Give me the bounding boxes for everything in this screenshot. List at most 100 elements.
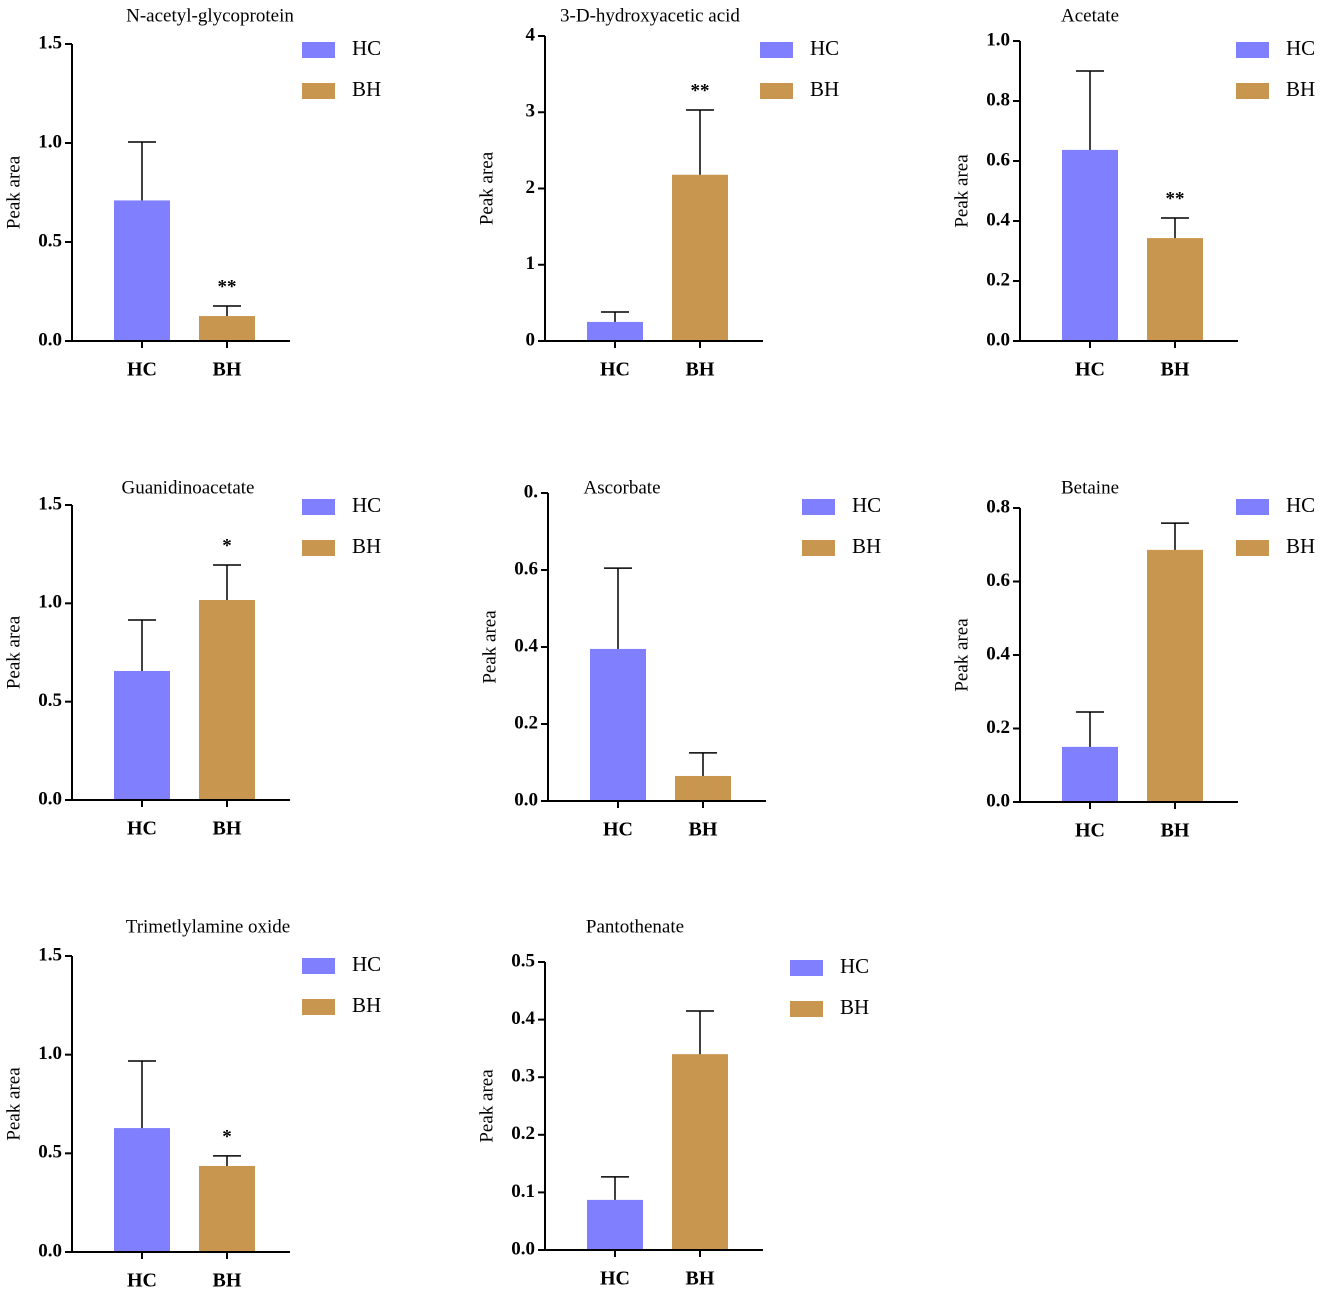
legend-label: HC xyxy=(810,36,839,60)
y-tick-label: 1 xyxy=(526,253,536,274)
y-tick-label: 0.6 xyxy=(986,149,1010,170)
significance: ** xyxy=(218,276,237,297)
legend-swatch xyxy=(760,42,793,58)
chart-title: Trimetlylamine oxide xyxy=(126,916,290,937)
x-tick-label: BH xyxy=(213,1270,242,1292)
chart-title: Guanidinoacetate xyxy=(122,477,255,498)
y-axis-label: Peak area xyxy=(476,1069,497,1143)
y-tick-label: 0.2 xyxy=(986,717,1010,738)
bar xyxy=(587,1199,643,1250)
significance: ** xyxy=(1166,188,1185,209)
legend-swatch xyxy=(802,540,835,556)
legend-label: HC xyxy=(352,493,381,517)
legend-label: HC xyxy=(852,493,881,517)
y-tick-label: 0 xyxy=(526,329,536,350)
y-tick-label: 0.0 xyxy=(986,790,1010,811)
chart-title: Acetate xyxy=(1061,5,1119,26)
y-tick-label: 1.5 xyxy=(38,493,62,514)
y-tick-label: 4 xyxy=(526,24,536,45)
y-tick-label: 1.0 xyxy=(38,592,62,613)
y-tick-label: 0.4 xyxy=(986,209,1010,230)
y-tick-label: 0.2 xyxy=(511,1123,535,1144)
legend-label: HC xyxy=(352,36,381,60)
bar xyxy=(672,174,728,341)
x-tick-label: HC xyxy=(127,359,157,381)
x-tick-label: BH xyxy=(686,1268,715,1290)
y-tick-label: 0.4 xyxy=(514,635,538,656)
x-tick-label: HC xyxy=(1075,820,1105,842)
legend-swatch xyxy=(802,499,835,515)
y-tick-label: 0.0 xyxy=(38,329,62,350)
x-tick-label: HC xyxy=(600,1268,630,1290)
y-tick-label: 0.0 xyxy=(38,1240,62,1261)
bar xyxy=(1062,149,1118,341)
bar xyxy=(114,1128,170,1252)
legend-label: HC xyxy=(352,952,381,976)
legend-swatch xyxy=(1236,83,1269,99)
significance: ** xyxy=(691,80,710,101)
x-tick-label: BH xyxy=(689,819,718,841)
y-tick-label: 0.0 xyxy=(986,329,1010,350)
x-tick-label: BH xyxy=(1161,820,1190,842)
y-tick-label: 0.8 xyxy=(986,496,1010,517)
legend-swatch xyxy=(760,83,793,99)
y-tick-label: 0.0 xyxy=(514,789,538,810)
bar xyxy=(672,1054,728,1250)
bar xyxy=(114,670,170,800)
legend-label: HC xyxy=(840,954,869,978)
significance: * xyxy=(222,535,232,556)
y-tick-label: 0.8 xyxy=(986,89,1010,110)
legend-swatch xyxy=(302,999,335,1015)
x-tick-label: HC xyxy=(127,1270,157,1292)
legend-label: BH xyxy=(840,995,869,1019)
y-tick-label: 0.0 xyxy=(38,788,62,809)
y-tick-label: 0.6 xyxy=(514,558,538,579)
y-tick-label: 0.5 xyxy=(38,1142,62,1163)
legend-label: BH xyxy=(852,534,881,558)
y-axis-label: Peak area xyxy=(3,155,24,229)
y-axis-label: Peak area xyxy=(479,610,500,684)
legend-swatch xyxy=(790,1001,823,1017)
y-axis-label: Peak area xyxy=(951,618,972,692)
y-tick-label: 0.3 xyxy=(511,1066,535,1087)
y-tick-label: 0.5 xyxy=(511,950,535,971)
x-tick-label: BH xyxy=(686,359,715,381)
x-tick-label: HC xyxy=(600,359,630,381)
legend-swatch xyxy=(1236,499,1269,515)
x-tick-label: HC xyxy=(603,819,633,841)
y-axis-label: Peak area xyxy=(3,615,24,689)
x-tick-label: BH xyxy=(213,818,242,840)
significance: * xyxy=(222,1126,232,1147)
bar xyxy=(1062,746,1118,802)
y-tick-label: 1.5 xyxy=(38,32,62,53)
legend-label: HC xyxy=(1286,493,1315,517)
y-tick-label: 1.0 xyxy=(38,1043,62,1064)
y-tick-label: 0.1 xyxy=(511,1181,535,1202)
legend-swatch xyxy=(1236,42,1269,58)
chart-title: 3-D-hydroxyacetic acid xyxy=(560,5,740,26)
y-tick-label: 0.6 xyxy=(986,570,1010,591)
bar xyxy=(1147,238,1203,341)
legend-label: BH xyxy=(1286,77,1315,101)
y-tick-label: 0.0 xyxy=(511,1238,535,1259)
y-tick-label: 0.4 xyxy=(986,643,1010,664)
bar xyxy=(675,775,731,801)
y-tick-label: 0.2 xyxy=(986,269,1010,290)
bar xyxy=(114,200,170,341)
x-tick-label: HC xyxy=(1075,359,1105,381)
legend-swatch xyxy=(790,960,823,976)
y-tick-label: 0.2 xyxy=(514,712,538,733)
legend-label: BH xyxy=(810,77,839,101)
legend-label: BH xyxy=(352,993,381,1017)
chart-title: N-acetyl-glycoprotein xyxy=(126,5,294,26)
legend-swatch xyxy=(302,42,335,58)
legend-swatch xyxy=(302,540,335,556)
y-axis-label: Peak area xyxy=(476,151,497,225)
x-tick-label: HC xyxy=(127,818,157,840)
y-tick-label: 0.5 xyxy=(38,230,62,251)
y-axis-label: Peak area xyxy=(3,1067,24,1141)
y-tick-label: 2 xyxy=(526,177,536,198)
chart-title: Ascorbate xyxy=(583,477,660,498)
legend-label: BH xyxy=(1286,534,1315,558)
